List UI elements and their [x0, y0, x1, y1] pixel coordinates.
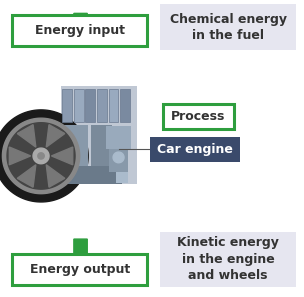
Polygon shape	[9, 147, 31, 165]
FancyBboxPatch shape	[160, 232, 296, 287]
Text: Energy output: Energy output	[30, 263, 130, 276]
FancyBboxPatch shape	[62, 89, 72, 122]
Polygon shape	[17, 125, 36, 147]
FancyBboxPatch shape	[106, 126, 131, 148]
FancyBboxPatch shape	[160, 4, 296, 50]
Polygon shape	[113, 152, 124, 163]
Polygon shape	[38, 153, 44, 159]
FancyBboxPatch shape	[12, 15, 147, 46]
Text: Car engine: Car engine	[157, 143, 233, 156]
FancyBboxPatch shape	[163, 104, 234, 129]
FancyBboxPatch shape	[67, 166, 122, 184]
Polygon shape	[67, 239, 94, 285]
Polygon shape	[0, 110, 88, 202]
Text: Process: Process	[171, 110, 226, 123]
Polygon shape	[17, 165, 36, 187]
Polygon shape	[67, 13, 94, 46]
Polygon shape	[2, 118, 80, 194]
Text: Kinetic energy
in the engine
and wheels: Kinetic energy in the engine and wheels	[177, 236, 279, 282]
FancyBboxPatch shape	[74, 89, 84, 122]
FancyBboxPatch shape	[12, 254, 147, 285]
FancyBboxPatch shape	[109, 148, 128, 172]
FancyBboxPatch shape	[109, 89, 118, 122]
FancyBboxPatch shape	[91, 125, 112, 166]
FancyBboxPatch shape	[64, 125, 88, 166]
Text: Chemical energy
in the fuel: Chemical energy in the fuel	[170, 13, 286, 42]
FancyBboxPatch shape	[61, 86, 137, 184]
FancyBboxPatch shape	[120, 89, 130, 122]
FancyBboxPatch shape	[116, 172, 128, 183]
Text: Energy input: Energy input	[35, 24, 125, 37]
FancyBboxPatch shape	[150, 137, 240, 162]
Polygon shape	[46, 165, 65, 187]
Polygon shape	[7, 123, 75, 189]
FancyBboxPatch shape	[85, 89, 95, 122]
Polygon shape	[46, 125, 65, 147]
Polygon shape	[33, 148, 49, 164]
FancyBboxPatch shape	[97, 89, 107, 122]
Polygon shape	[51, 147, 73, 165]
